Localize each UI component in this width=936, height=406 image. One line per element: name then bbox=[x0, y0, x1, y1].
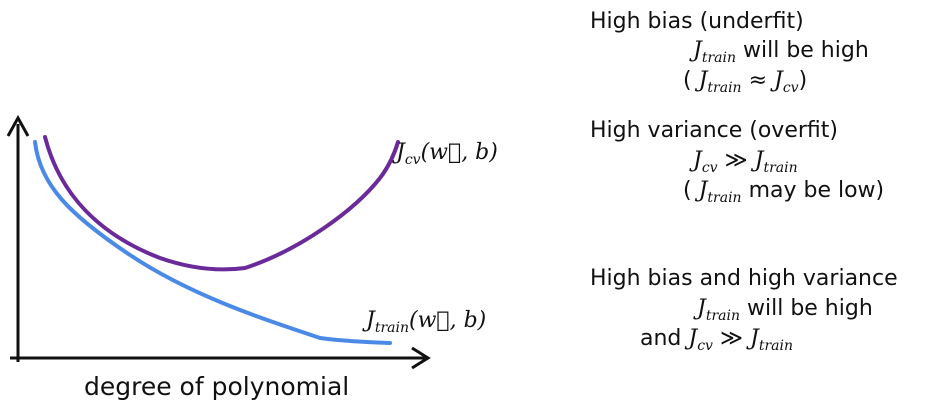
cv-args: (w⃗, b) bbox=[420, 140, 498, 165]
variance-line1: Jcv ≫ Jtrain bbox=[693, 148, 798, 176]
bias-line1: Jtrain will be high bbox=[693, 38, 869, 66]
bias-title: High bias (underfit) bbox=[590, 9, 804, 34]
train-error-curve bbox=[33, 140, 392, 345]
cv-symbol: J bbox=[396, 140, 405, 165]
both-line2: and Jcv ≫ Jtrain bbox=[640, 326, 793, 354]
cv-subscript: cv bbox=[404, 152, 421, 168]
train-args: (w⃗, b) bbox=[409, 308, 487, 333]
variance-title: High variance (overfit) bbox=[590, 118, 838, 143]
x-axis-label: degree of polynomial bbox=[84, 372, 350, 401]
train-subscript: train bbox=[374, 320, 409, 336]
x-axis-arrowhead bbox=[411, 346, 431, 370]
train-curve-label: Jtrain(w⃗, b) bbox=[366, 308, 486, 336]
bias-line2: ( Jtrain ≈ Jcv) bbox=[683, 68, 808, 96]
both-title: High bias and high variance bbox=[590, 266, 898, 291]
train-symbol: J bbox=[366, 308, 375, 333]
cv-curve-label: Jcv(w⃗, b) bbox=[396, 140, 498, 168]
variance-line2: ( Jtrain may be low) bbox=[683, 178, 885, 206]
y-axis-arrowhead bbox=[6, 114, 30, 137]
cv-error-curve bbox=[43, 135, 400, 272]
both-line1: Jtrain will be high bbox=[697, 296, 873, 324]
